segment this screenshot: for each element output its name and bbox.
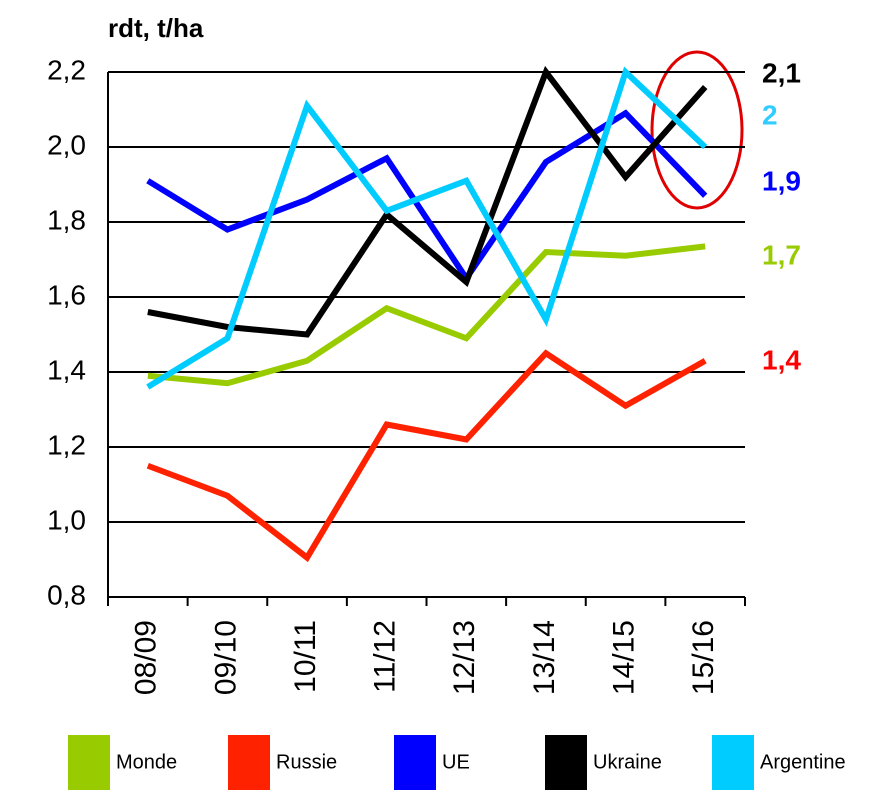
legend-label: Argentine [760,751,846,773]
y-tick-label: 1,4 [47,354,86,385]
chart-title: rdt, t/ha [108,13,204,43]
end-label: 1,4 [762,344,801,375]
highlight-ellipse [650,50,744,210]
y-tick-label: 1,2 [47,429,86,460]
legend-label: UE [442,751,470,773]
x-tick-label: 15/16 [687,620,720,695]
end-label: 2 [762,99,778,130]
series-line [146,66,708,390]
series-line [147,243,706,387]
y-tick-label: 2,2 [47,54,86,85]
x-tick-label: 11/12 [369,620,402,693]
legend-label: Ukraine [593,751,662,773]
legend-swatch [228,735,270,790]
legend-swatch [712,735,754,790]
legend-swatch [394,735,436,790]
x-tick-label: 14/15 [607,620,640,695]
y-tick-label: 1,8 [47,204,86,235]
x-tick-label: 08/09 [130,620,163,695]
end-label: 2,1 [762,57,801,88]
y-tick-label: 1,6 [47,279,86,310]
x-tick-label: 12/13 [448,620,481,695]
legend-swatch [68,735,110,790]
legend-label: Russie [276,751,337,773]
end-label: 1,7 [762,239,801,270]
series-line [146,349,707,563]
x-tick-label: 09/10 [209,620,242,695]
y-tick-label: 1,0 [47,504,86,535]
y-tick-label: 2,0 [47,129,86,160]
x-tick-label: 10/11 [289,620,322,693]
legend-swatch [545,735,587,790]
x-tick-label: 13/14 [528,620,561,695]
legend-label: Monde [116,751,177,773]
series-line [147,65,708,338]
y-tick-label: 0,8 [47,579,86,610]
end-label: 1,9 [762,165,801,196]
